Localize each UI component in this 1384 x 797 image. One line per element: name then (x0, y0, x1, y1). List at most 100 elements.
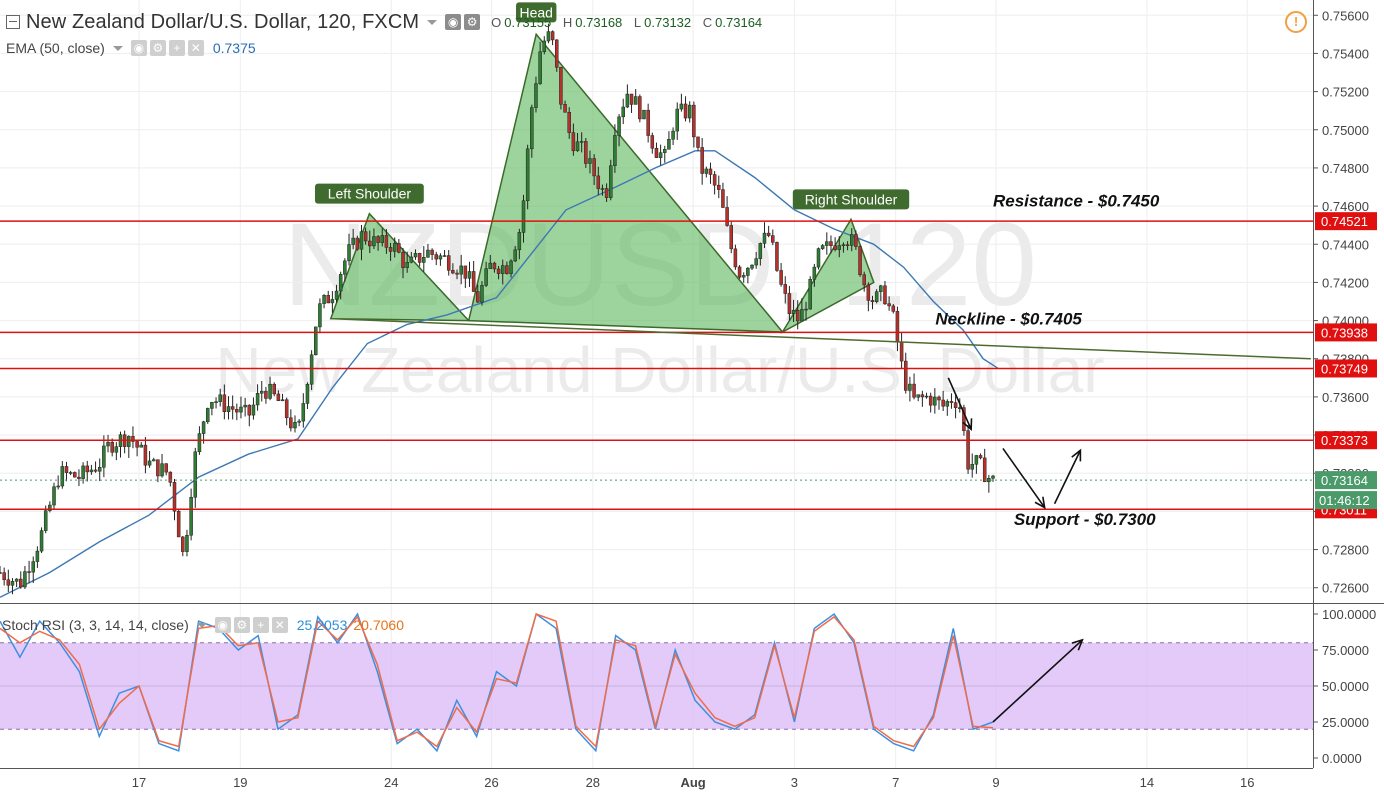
candle-body (110, 441, 114, 453)
candle-body (874, 291, 879, 302)
ohlc-l-value: 0.73132 (644, 14, 692, 30)
candle-body (629, 93, 634, 105)
stoch-chevron-down-icon[interactable] (196, 622, 207, 628)
stoch-plus-icon[interactable]: + (252, 617, 269, 633)
candle-body (550, 31, 555, 41)
chevron-down-icon[interactable] (427, 19, 438, 25)
candle-body (945, 401, 950, 407)
candle-body (106, 441, 110, 447)
ema-value: 0.7375 (212, 40, 256, 56)
candle-body (717, 184, 721, 190)
trend-arrow-2-head (1071, 448, 1082, 462)
ohlc-c-label: C (702, 14, 713, 30)
candle-body (766, 232, 771, 236)
tag-head: Head (519, 4, 552, 20)
candle-body (251, 404, 256, 416)
candle-body (513, 249, 517, 262)
stoch-close-icon[interactable]: ✕ (271, 617, 288, 633)
candle-body (546, 31, 551, 42)
stoch-d-value: 20.7060 (353, 617, 404, 633)
candle-body (654, 147, 659, 158)
candle-body (650, 135, 655, 149)
y-tick-label: 0.75600 (1322, 8, 1369, 23)
candle-body (388, 247, 393, 252)
candle-body (663, 149, 667, 153)
candle-body (10, 581, 15, 586)
candle-body (771, 235, 775, 243)
candle-body (176, 510, 181, 538)
ema-eye-icon[interactable]: ◉ (130, 40, 147, 56)
candle-body (941, 399, 945, 407)
stoch-label[interactable]: Stoch RSI (3, 3, 14, 14, close) (2, 617, 189, 633)
candle-body (27, 571, 31, 573)
candle-body (459, 265, 463, 275)
candle-body (679, 103, 684, 110)
candle-body (849, 234, 854, 246)
ema-gear-icon[interactable]: ⚙ (149, 40, 166, 56)
candle-body (347, 244, 351, 262)
candle-body (937, 396, 941, 401)
candle-body (575, 141, 580, 152)
y-tick-label: 0.74600 (1322, 199, 1369, 214)
candle-body (85, 465, 90, 473)
candle-body (858, 246, 862, 275)
candle-body (700, 147, 704, 174)
candle-body (692, 104, 696, 138)
candle-body (729, 225, 733, 250)
candle-body (505, 265, 509, 274)
candle-body (326, 295, 330, 304)
candle-body (363, 231, 368, 242)
candle-body (870, 300, 875, 302)
ema-close-icon[interactable]: ✕ (187, 40, 204, 56)
ema-plus-icon[interactable]: + (168, 40, 185, 56)
candle-body (696, 136, 700, 148)
candle-body (260, 390, 264, 394)
candle-body (480, 285, 484, 303)
ema-chevron-down-icon[interactable] (112, 45, 123, 51)
candle-body (962, 407, 966, 431)
candle-body (392, 243, 397, 252)
gear-icon[interactable]: ⚙ (464, 14, 481, 30)
candle-body (725, 207, 729, 226)
level-box-1 (1315, 323, 1377, 342)
alert-icon[interactable]: ! (1285, 11, 1307, 33)
candle-body (35, 550, 40, 562)
candle-body (222, 394, 227, 413)
candle-body (181, 536, 185, 552)
trend-arrow-0-head (962, 418, 973, 432)
candle-body (791, 309, 796, 315)
level-label-0: 0.74521 (1321, 214, 1368, 229)
ohlc-h-label: H (562, 14, 573, 30)
collapse-icon[interactable] (6, 15, 20, 29)
eye-icon[interactable]: ◉ (445, 14, 462, 30)
symbol-title[interactable]: New Zealand Dollar/U.S. Dollar, 120, FXC… (26, 10, 420, 33)
candle-body (596, 175, 601, 189)
candle-body (210, 402, 214, 409)
candle-body (521, 200, 526, 233)
x-tick-label: 7 (892, 775, 899, 790)
candle-body (0, 572, 2, 574)
candle-body (255, 392, 260, 406)
level-box-0 (1315, 212, 1377, 231)
stoch-series-stoch_d (0, 613, 994, 749)
candle-body (264, 390, 268, 399)
candle-body (397, 243, 401, 253)
ohlc-l-label: L (633, 14, 642, 30)
candle-body (833, 245, 837, 250)
candle-body (247, 404, 252, 416)
stoch-eye-icon[interactable]: ◉ (214, 617, 231, 633)
stoch-gear-icon[interactable]: ⚙ (233, 617, 250, 633)
candle-body (131, 436, 135, 442)
candle-body (280, 399, 285, 402)
candle-body (530, 107, 534, 150)
candle-body (488, 262, 493, 269)
candle-body (887, 303, 891, 307)
candle-body (476, 291, 480, 303)
candle-body (52, 486, 56, 506)
candle-body (795, 309, 800, 322)
ema-label[interactable]: EMA (50, close) (6, 40, 105, 56)
candle-body (314, 326, 318, 356)
candle-body (372, 236, 376, 247)
candle-body (812, 266, 817, 280)
